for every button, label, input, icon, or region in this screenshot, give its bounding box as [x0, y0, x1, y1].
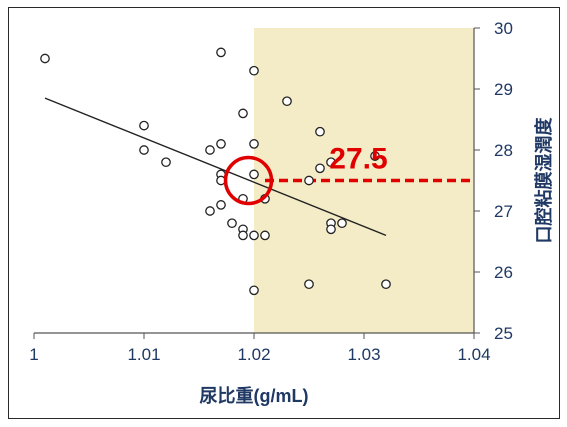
- data-point: [238, 108, 248, 119]
- x-tick-label: 1: [29, 345, 38, 364]
- y-tick-label: 29: [494, 80, 513, 99]
- x-tick-label: 1.02: [237, 345, 270, 364]
- y-axis-title: 口腔粘膜湿潤度: [533, 117, 554, 244]
- data-point: [139, 120, 149, 131]
- data-point: [326, 157, 336, 168]
- y-tick-label: 26: [494, 263, 513, 282]
- data-point: [337, 218, 347, 229]
- data-point: [304, 175, 314, 186]
- highlight-circle: [223, 155, 274, 206]
- data-point: [216, 139, 226, 149]
- y-tick-label: 25: [494, 324, 513, 343]
- data-point: [315, 126, 325, 137]
- y-tick-label: 28: [494, 141, 513, 160]
- data-point: [249, 230, 259, 241]
- data-point: [249, 65, 259, 76]
- x-axis-title: 尿比重(g/mL): [200, 385, 309, 406]
- x-tick-label: 1.03: [347, 345, 380, 364]
- data-point: [216, 47, 226, 58]
- x-tick-label: 1.01: [127, 345, 160, 364]
- data-point: [205, 145, 215, 155]
- data-point: [139, 145, 149, 155]
- threshold-annotation-label: 27.5: [329, 142, 387, 175]
- data-point: [227, 218, 237, 229]
- data-point: [326, 224, 336, 235]
- data-point: [161, 157, 171, 168]
- y-tick-label: 30: [494, 19, 513, 38]
- x-tick-label: 1.04: [457, 345, 490, 364]
- data-point: [249, 139, 259, 149]
- data-point: [315, 163, 325, 174]
- data-point: [249, 285, 259, 296]
- data-point: [304, 279, 314, 290]
- data-point: [205, 206, 215, 216]
- data-point: [370, 151, 380, 161]
- data-point: [381, 279, 391, 290]
- trend-line: [44, 97, 387, 237]
- chart-frame: [8, 7, 560, 419]
- data-point: [260, 230, 270, 241]
- data-point: [238, 230, 248, 241]
- data-point: [216, 200, 226, 210]
- data-point: [249, 169, 259, 180]
- data-point: [40, 53, 50, 64]
- y-tick-label: 27: [494, 202, 513, 221]
- data-point: [282, 96, 292, 107]
